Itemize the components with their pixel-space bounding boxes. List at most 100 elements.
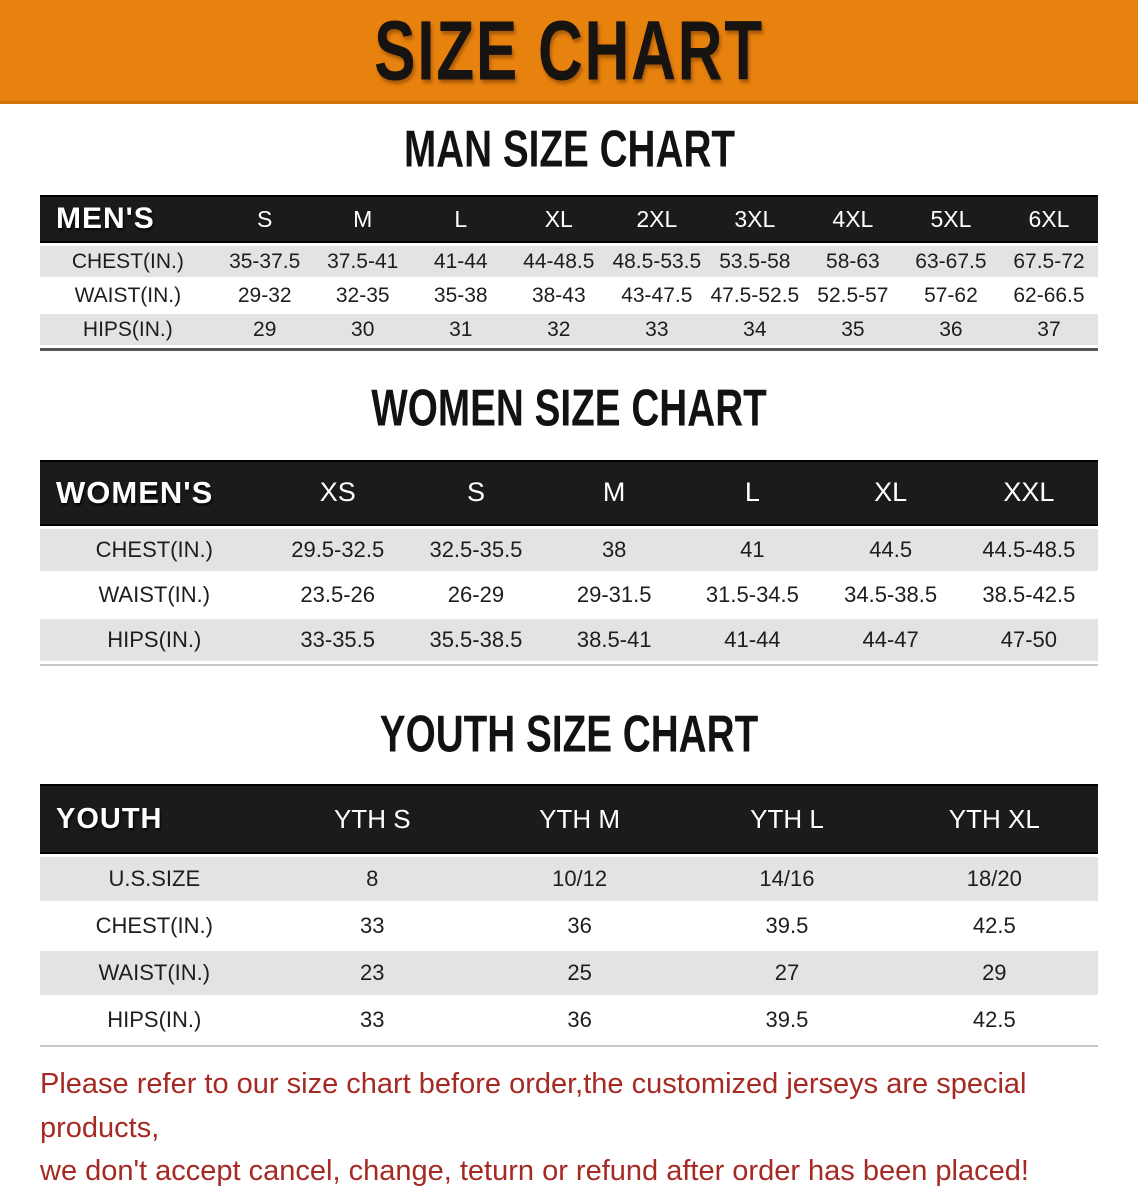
size-column-header: XL — [509, 195, 608, 244]
size-value-cell: 62-66.5 — [1013, 283, 1085, 307]
size-value-cell: 32-35 — [335, 283, 390, 307]
size-column-header: S — [215, 195, 314, 244]
size-value-cell: 38.5-42.5 — [982, 581, 1076, 607]
size-column-header: 3XL — [705, 195, 804, 244]
row-label: WAIST(IN.) — [74, 283, 182, 307]
size-value-cell: 30 — [351, 317, 375, 341]
mens-section-heading-text: MAN SIZE CHART — [403, 118, 735, 178]
order-disclaimer-line-1: Please refer to our size chart before or… — [40, 1068, 1027, 1144]
size-column-header: XXL — [959, 459, 1098, 526]
size-column-header: YTH L — [683, 784, 891, 855]
size-value-cell: 48.5-53.5 — [612, 249, 702, 273]
size-value-cell: 32.5-35.5 — [429, 536, 523, 562]
table-header-row: WOMEN'S XS S M L XL XXL — [40, 459, 1098, 526]
table-row: HIPS(IN.) 33-35.5 35.5-38.5 38.5-41 41-44 44-… — [40, 618, 1098, 661]
size-value-cell: 63-67.5 — [915, 249, 987, 273]
size-value-cell: 41-44 — [724, 626, 781, 652]
table-row: HIPS(IN.) 29 30 31 32 33 34 35 36 37 — [40, 314, 1098, 346]
size-value-cell: 35.5-38.5 — [429, 626, 523, 652]
size-value-cell: 23.5-26 — [300, 581, 376, 607]
size-value-cell: 37 — [1037, 317, 1061, 341]
size-value-cell: 31.5-34.5 — [705, 581, 799, 607]
size-value-cell: 38-43 — [531, 283, 586, 307]
size-value-cell: 18/20 — [966, 866, 1022, 892]
size-column-header: 2XL — [607, 195, 706, 244]
mens-size-table: MEN'S S M L XL 2XL 3XL 4XL 5XL 6XL CHEST(IN.) 35-37… — [40, 192, 1098, 352]
size-value-cell: 29-32 — [237, 283, 292, 307]
banner: SIZE CHART — [0, 0, 1138, 104]
size-value-cell: 42.5 — [972, 913, 1016, 939]
youth-section-heading-text: YOUTH SIZE CHART — [379, 703, 759, 763]
mens-section-heading: MAN SIZE CHART — [0, 119, 1138, 178]
size-value-cell: 44.5 — [869, 536, 913, 562]
size-value-cell: 31 — [449, 317, 473, 341]
size-column-header: XL — [821, 459, 960, 526]
size-column-header: 5XL — [901, 195, 1000, 244]
size-value-cell: 29 — [982, 960, 1007, 986]
row-label: CHEST(IN.) — [95, 536, 213, 562]
banner-title: SIZE CHART — [337, 8, 801, 92]
size-column-header: XS — [268, 459, 407, 526]
row-label: HIPS(IN.) — [107, 626, 202, 652]
size-value-cell: 44-48.5 — [523, 249, 595, 273]
table-header-row: YOUTH YTH S YTH M YTH L YTH XL — [40, 784, 1098, 855]
size-value-cell: 34 — [743, 317, 767, 341]
size-value-cell: 29-31.5 — [576, 581, 652, 607]
size-value-cell: 38.5-41 — [576, 626, 652, 652]
size-value-cell: 33 — [360, 913, 385, 939]
size-value-cell: 47-50 — [1000, 626, 1058, 652]
size-value-cell: 44.5-48.5 — [982, 536, 1076, 562]
size-value-cell: 57-62 — [924, 283, 978, 307]
size-value-cell: 32 — [547, 317, 571, 341]
size-value-cell: 41 — [740, 536, 765, 562]
table-row: CHEST(IN.) 33 36 39.5 42.5 — [40, 904, 1098, 949]
size-value-cell: 44-47 — [862, 626, 919, 652]
size-value-cell: 36 — [939, 317, 963, 341]
size-value-cell: 35-37.5 — [229, 249, 301, 273]
size-column-header: YTH M — [475, 784, 684, 855]
table-row: WAIST(IN.) 29-32 32-35 35-38 38-43 43-47.5 47.… — [40, 280, 1098, 312]
size-value-cell: 58-63 — [826, 249, 880, 273]
size-value-cell: 8 — [366, 866, 379, 892]
womens-section-heading-text: WOMEN SIZE CHART — [371, 378, 767, 438]
size-value-cell: 38 — [601, 536, 627, 562]
size-column-header: M — [313, 195, 412, 244]
size-value-cell: 33-35.5 — [300, 626, 376, 652]
size-value-cell: 67.5-72 — [1013, 249, 1085, 273]
size-value-cell: 39.5 — [765, 1007, 809, 1033]
size-value-cell: 42.5 — [972, 1007, 1016, 1033]
size-value-cell: 33 — [360, 1007, 385, 1033]
table-row: HIPS(IN.) 33 36 39.5 42.5 — [40, 998, 1098, 1043]
womens-section: WOMEN SIZE CHART WOMEN'S XS S M L XL XXL CHEST(… — [0, 378, 1138, 666]
table-corner-label: MEN'S — [40, 195, 216, 244]
table-row: U.S.SIZE 8 10/12 14/16 18/20 — [40, 857, 1098, 902]
table-corner-label: WOMEN'S — [40, 459, 269, 526]
youth-section-heading: YOUTH SIZE CHART — [0, 704, 1138, 763]
size-value-cell: 35-38 — [433, 283, 488, 307]
order-disclaimer-line-2: we don't accept cancel, change, teturn o… — [40, 1155, 1029, 1188]
womens-section-heading: WOMEN SIZE CHART — [0, 378, 1138, 437]
size-value-cell: 37.5-41 — [327, 249, 399, 273]
row-label: HIPS(IN.) — [107, 1007, 202, 1033]
size-column-header: YTH XL — [890, 784, 1098, 855]
size-value-cell: 41-44 — [433, 249, 488, 273]
size-value-cell: 52.5-57 — [817, 283, 889, 307]
size-value-cell: 36 — [567, 1007, 592, 1033]
size-column-header: YTH S — [268, 784, 476, 855]
table-corner-label: YOUTH — [40, 784, 269, 855]
size-value-cell: 23 — [360, 960, 385, 986]
banner-title-text: SIZE CHART — [374, 2, 764, 98]
row-label: CHEST(IN.) — [71, 249, 184, 273]
size-value-cell: 29 — [253, 317, 277, 341]
row-label: CHEST(IN.) — [95, 913, 213, 939]
size-value-cell: 47.5-52.5 — [710, 283, 800, 307]
order-disclaimer: Please refer to our size chart before or… — [40, 1063, 1108, 1194]
row-label: HIPS(IN.) — [82, 317, 173, 341]
size-column-header: 4XL — [803, 195, 902, 244]
size-column-header: L — [411, 195, 510, 244]
table-row: WAIST(IN.) 23 25 27 29 — [40, 951, 1098, 996]
womens-size-table: WOMEN'S XS S M L XL XXL CHEST(IN.) 29.5-32.5 32.5… — [40, 457, 1098, 666]
size-column-header: S — [406, 459, 546, 526]
row-label: WAIST(IN.) — [98, 581, 211, 607]
row-label: WAIST(IN.) — [98, 960, 211, 986]
